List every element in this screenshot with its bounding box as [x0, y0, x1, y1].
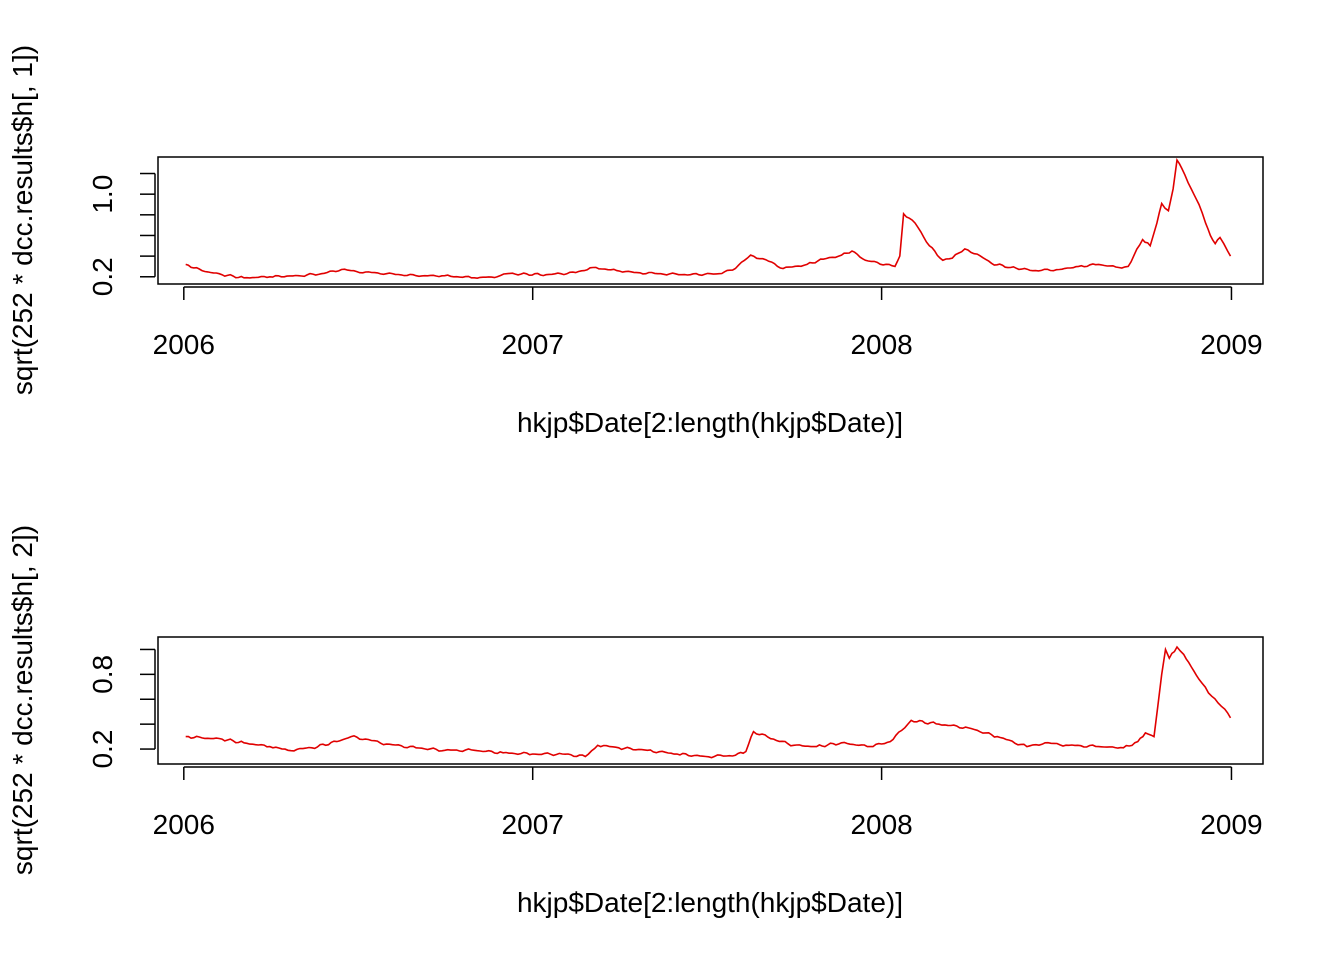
y-tick-label: 0.2 [87, 257, 118, 296]
chart-panel-2: 2006 2007 2008 2009 0.2 0.8 hkjp$Date[2:leng… [7, 525, 1264, 918]
plot-frame [157, 156, 1264, 285]
y-tick-label: 0.8 [87, 655, 118, 694]
series-line [185, 157, 1232, 280]
x-tick-label: 2009 [1200, 809, 1262, 840]
x-tick-label: 2007 [502, 329, 564, 360]
chart-panel-1: 2006 2007 2008 2009 0.2 1.0 hkjp$Date[2:leng… [7, 45, 1264, 438]
x-tick-label: 2008 [850, 809, 912, 840]
y-axis: 0.2 0.8 [87, 648, 156, 769]
x-axis-title: hkjp$Date[2:length(hkjp$Date)] [517, 407, 903, 438]
x-tick-label: 2006 [153, 809, 215, 840]
y-axis: 0.2 1.0 [87, 172, 156, 296]
x-axis: 2006 2007 2008 2009 [153, 766, 1263, 840]
x-axis-title: hkjp$Date[2:length(hkjp$Date)] [517, 887, 903, 918]
x-tick-label: 2008 [850, 329, 912, 360]
y-tick-label: 0.2 [87, 730, 118, 769]
x-tick-label: 2007 [502, 809, 564, 840]
y-axis-title: sqrt(252 * dcc.results$h[, 2]) [7, 525, 38, 875]
x-tick-label: 2006 [153, 329, 215, 360]
plot-frame [157, 636, 1264, 765]
x-axis: 2006 2007 2008 2009 [153, 286, 1263, 360]
y-tick-label: 1.0 [87, 175, 118, 214]
x-tick-label: 2009 [1200, 329, 1262, 360]
y-axis-title: sqrt(252 * dcc.results$h[, 1]) [7, 45, 38, 395]
series-line [185, 645, 1232, 759]
